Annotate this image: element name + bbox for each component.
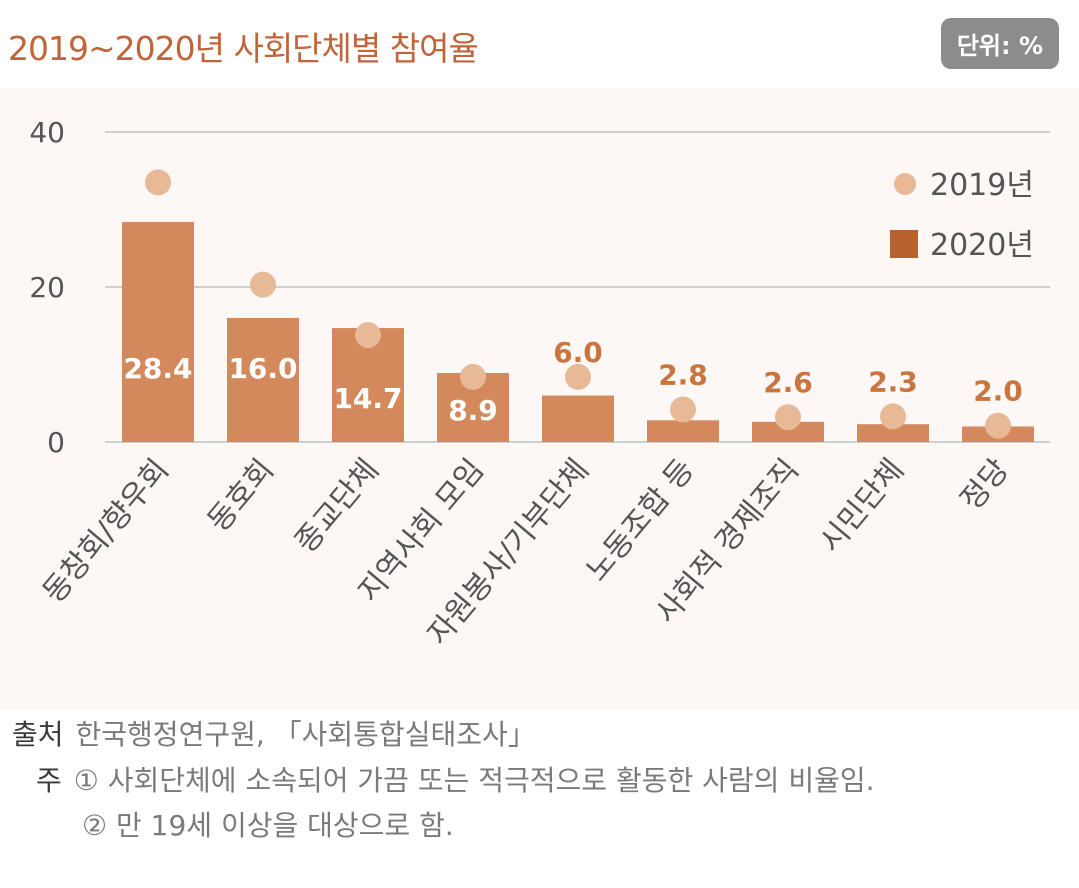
data-label: 2.0 (973, 375, 1023, 408)
data-label: 14.7 (333, 382, 402, 415)
marker-2019 (775, 404, 801, 431)
x-tick-label: 종교단체 (288, 453, 386, 560)
legend-marker-2020 (890, 230, 918, 258)
bar-2020 (752, 421, 824, 442)
marker-2019 (355, 322, 381, 349)
y-tick-label: 0 (47, 426, 65, 459)
data-label: 2.3 (868, 365, 918, 398)
legend-label-2019: 2019년 (930, 168, 1034, 203)
bar-2020 (542, 395, 614, 442)
y-tick-label: 40 (29, 116, 65, 149)
bar-2020 (227, 318, 299, 442)
marker-2019 (985, 412, 1011, 439)
marker-2019 (460, 363, 486, 390)
chart-title: 2019~2020년 사회단체별 참여율 (8, 29, 479, 68)
data-label: 6.0 (553, 336, 603, 369)
data-label: 8.9 (448, 394, 498, 427)
marker-2019 (565, 363, 591, 390)
bar-2020 (647, 420, 719, 442)
note-label: 주 (36, 763, 62, 797)
legend-label-2020: 2020년 (930, 228, 1034, 263)
note-row-2: ② 만 19세 이상을 대상으로 함. (12, 809, 1072, 843)
x-tick-label: 정당 (954, 453, 1016, 518)
note-row-1: 주 ① 사회단체에 소속되어 가끔 또는 적극적으로 활동한 사람의 비율임. (12, 764, 1072, 798)
marker-2019 (670, 396, 696, 423)
x-tick-label: 동창회/향우회 (36, 453, 176, 610)
source-row: 출처 한국행정연구원, 「사회통합실태조사」 (12, 718, 1072, 752)
legend-marker-2019 (894, 173, 916, 195)
source-text: 한국행정연구원, 「사회통합실태조사」 (75, 718, 536, 751)
chart-footer: 출처 한국행정연구원, 「사회통합실태조사」 주 ① 사회단체에 소속되어 가끔 또… (12, 718, 1072, 855)
marker-2019 (250, 271, 276, 298)
x-tick-label: 동호회 (201, 453, 281, 539)
data-label: 2.8 (658, 358, 708, 391)
y-tick-label: 20 (29, 271, 65, 304)
source-label: 출처 (12, 718, 64, 751)
data-label: 28.4 (123, 352, 192, 385)
bar-2020 (122, 221, 194, 442)
data-label: 16.0 (228, 352, 297, 385)
note-1: ① 사회단체에 소속되어 가끔 또는 적극적으로 활동한 사람의 비율임. (73, 763, 875, 797)
unit-badge: 단위: % (940, 18, 1059, 69)
marker-2019 (145, 169, 171, 196)
marker-2019 (880, 403, 906, 430)
x-tick-label: 시민단체 (813, 453, 911, 560)
note-2: ② 만 19세 이상을 대상으로 함. (82, 809, 454, 843)
bar-2020 (857, 424, 929, 442)
data-label: 2.6 (763, 366, 813, 399)
